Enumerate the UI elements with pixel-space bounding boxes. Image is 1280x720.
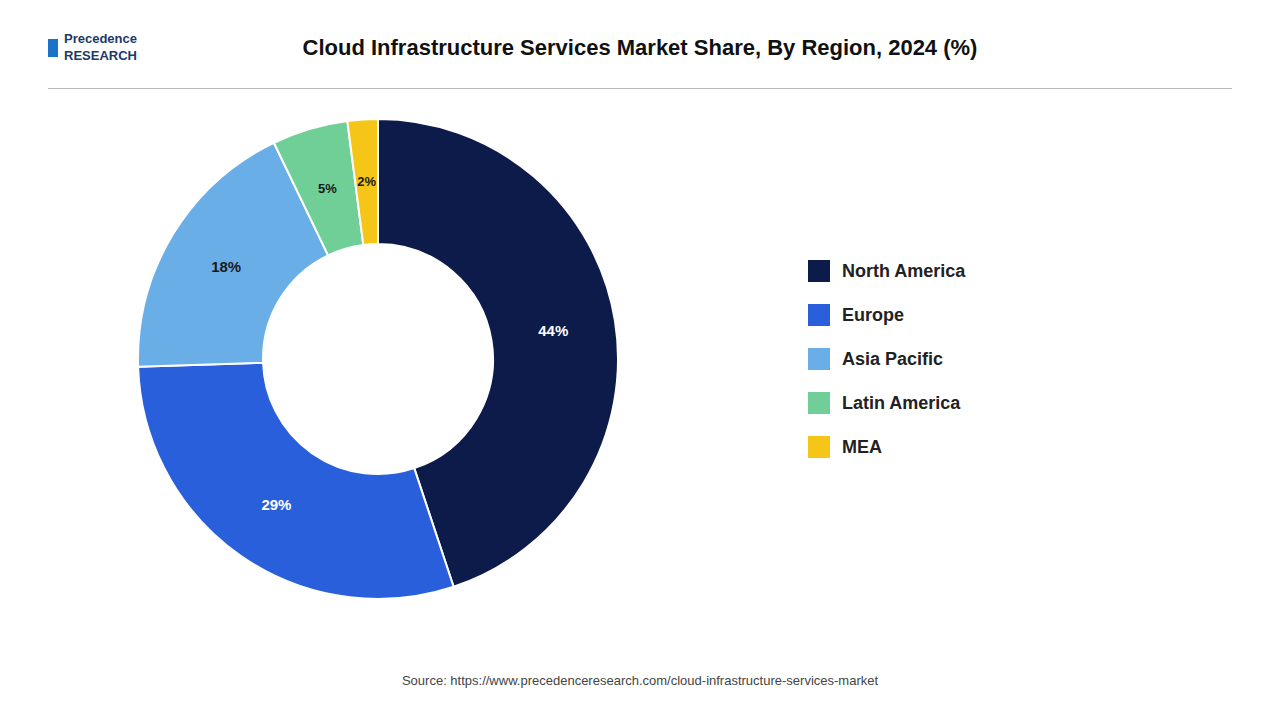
html-text:Europe: Europe xyxy=(842,304,904,325)
svg-text:29%: 29% xyxy=(261,496,291,513)
html-text:Cloud Infrastructure Services: Cloud Infrastructure Services Market Sha… xyxy=(302,35,978,60)
html-text:Precedence RESEARCH: Precedence RESEARCH xyxy=(64,31,137,63)
html-text:Source: https://www.precedence: Source: https://www.precedenceresearch.c… xyxy=(401,673,879,688)
svg-text:18%: 18% xyxy=(211,258,241,275)
svg-text:2%: 2% xyxy=(357,174,376,189)
svg-text:44%: 44% xyxy=(538,322,568,339)
html-text:North America: North America xyxy=(842,260,966,281)
html-text:Latin America: Latin America xyxy=(842,392,961,413)
svg-text:5%: 5% xyxy=(318,181,337,196)
html-text:Asia Pacific: Asia Pacific xyxy=(842,348,944,369)
html-text:MEA: MEA xyxy=(842,436,882,457)
